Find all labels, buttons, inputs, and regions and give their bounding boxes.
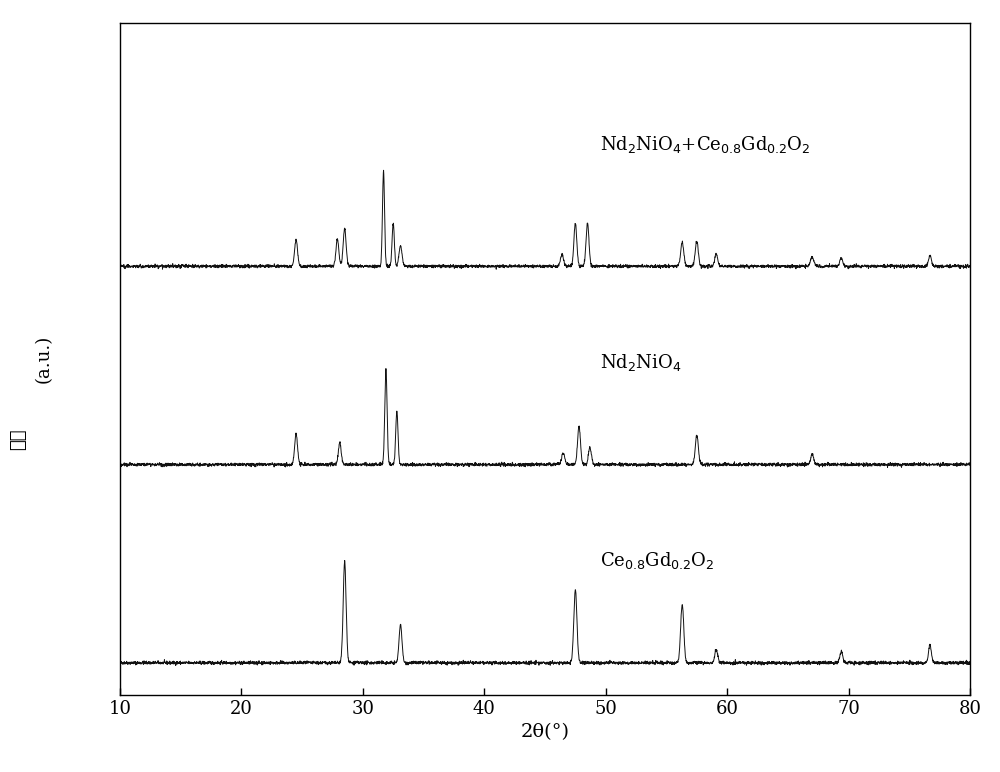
Text: Nd$_2$NiO$_4$: Nd$_2$NiO$_4$ [600,352,682,373]
Text: 强度: 强度 [9,428,27,450]
X-axis label: 2θ(°): 2θ(°) [520,723,570,741]
Text: Ce$_{0.8}$Gd$_{0.2}$O$_2$: Ce$_{0.8}$Gd$_{0.2}$O$_2$ [600,550,715,571]
Text: (a.u.): (a.u.) [34,335,52,383]
Text: Nd$_2$NiO$_4$+Ce$_{0.8}$Gd$_{0.2}$O$_2$: Nd$_2$NiO$_4$+Ce$_{0.8}$Gd$_{0.2}$O$_2$ [600,134,811,154]
